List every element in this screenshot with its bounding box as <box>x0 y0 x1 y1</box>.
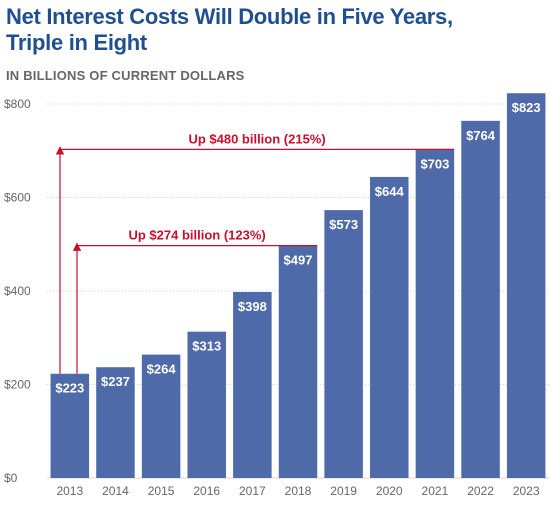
x-tick-label: 2021 <box>422 484 449 498</box>
bars: $223 $237 $264 $313 $398 $497 $573 $644 $703 $764… <box>50 93 546 478</box>
chart-title-line-1: Net Interest Costs Will Double in Five Y… <box>6 4 453 29</box>
bar-data-label: $237 <box>101 374 130 389</box>
bar <box>233 291 272 478</box>
x-tick-label: 2015 <box>148 484 175 498</box>
y-tick-label: $800 <box>4 97 31 111</box>
bar <box>506 93 546 478</box>
x-tick-label: 2019 <box>330 484 357 498</box>
bar <box>278 245 318 478</box>
bar <box>324 210 363 478</box>
x-tick-label: 2016 <box>193 484 220 498</box>
chart-subtitle: IN BILLIONS OF CURRENT DOLLARS <box>6 68 245 83</box>
bar <box>50 373 90 478</box>
bar-data-label: $313 <box>192 339 221 354</box>
bar <box>415 149 455 478</box>
x-tick-label: 2018 <box>285 484 312 498</box>
bar-data-label: $823 <box>512 100 541 115</box>
bar <box>96 367 135 478</box>
x-axis-tick-labels: 2013 2014 2015 2016 2017 2018 2019 2020 2021 2022… <box>56 484 539 498</box>
bar-data-label: $644 <box>375 184 405 199</box>
y-axis-tick-labels: $0 $200 $400 $600 $800 <box>4 97 31 485</box>
y-tick-label: $200 <box>4 378 31 392</box>
bar-data-label: $223 <box>55 381 84 396</box>
bar-data-label: $573 <box>329 217 358 232</box>
y-tick-label: $600 <box>4 191 31 205</box>
bar <box>187 331 226 478</box>
bar-data-label: $398 <box>238 299 267 314</box>
y-tick-label: $0 <box>4 471 18 485</box>
x-tick-label: 2020 <box>376 484 403 498</box>
bar-data-label: $264 <box>147 362 177 377</box>
annotation-label: Up $274 billion (123%) <box>128 228 265 243</box>
bar <box>370 176 409 478</box>
bar-data-label: $764 <box>466 128 496 143</box>
chart-title-line-2: Triple in Eight <box>6 30 147 55</box>
bar-data-label: $703 <box>420 156 449 171</box>
annotation-label: Up $480 billion (215%) <box>188 131 325 146</box>
x-tick-label: 2017 <box>239 484 266 498</box>
bar <box>141 354 181 478</box>
x-tick-label: 2013 <box>56 484 83 498</box>
y-tick-label: $400 <box>4 284 31 298</box>
bar-data-label: $497 <box>284 253 313 268</box>
bar <box>461 120 500 478</box>
chart-title: Net Interest Costs Will Double in Five Y… <box>6 4 546 56</box>
x-tick-label: 2014 <box>102 484 129 498</box>
annotations: Up $274 billion (123%) Up $480 billion (2… <box>55 131 455 374</box>
x-tick-label: 2023 <box>513 484 540 498</box>
x-tick-label: 2022 <box>467 484 494 498</box>
